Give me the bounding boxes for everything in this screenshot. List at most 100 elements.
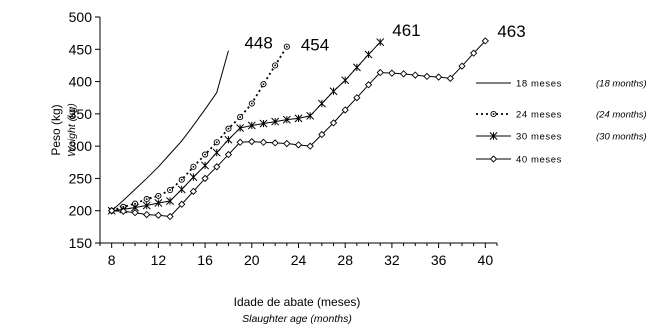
y-tick-label: 250 (69, 170, 93, 186)
data-point (259, 119, 268, 128)
series-18-meses (111, 50, 229, 212)
data-point-dot (274, 64, 277, 67)
data-point (306, 111, 315, 120)
data-point (341, 76, 350, 85)
x-tick-label: 12 (151, 252, 167, 268)
data-point (318, 130, 326, 139)
data-point (481, 37, 489, 45)
x-tick-label: 28 (337, 252, 353, 268)
legend-marker (489, 155, 498, 163)
data-point (352, 63, 361, 72)
legend-marker (489, 132, 498, 140)
y-axis-title: Peso (kg) (49, 104, 63, 155)
y-tick-label: 150 (69, 235, 93, 251)
legend-marker-dot (492, 113, 495, 115)
data-point (376, 38, 385, 47)
end-value-label: 448 (244, 34, 272, 53)
data-point-dot (180, 178, 183, 181)
data-point (189, 173, 198, 182)
data-point (201, 161, 210, 170)
data-point (236, 124, 245, 133)
x-tick-label: 36 (431, 252, 447, 268)
data-point (353, 94, 361, 102)
data-point (224, 150, 233, 159)
legend-label: 18 meses (516, 79, 562, 90)
data-point (189, 187, 198, 195)
y-tick-label: 450 (69, 41, 93, 57)
x-axis-title-translation: Slaughter age (months) (242, 313, 352, 325)
data-point (341, 106, 349, 114)
data-point-dot (215, 141, 218, 144)
data-point (470, 49, 478, 57)
data-point-dot (157, 194, 160, 197)
legend-label: 40 meses (516, 155, 562, 166)
end-value-label: 463 (497, 22, 525, 41)
data-point (458, 62, 466, 70)
data-point (154, 211, 163, 219)
y-axis-title-translation: Weight (kg) (66, 103, 78, 157)
legend-entry-24-meses: 24 meses (24 months) (476, 110, 647, 121)
data-point-dot (285, 45, 288, 48)
data-point (166, 197, 175, 205)
legend-label: 24 meses (516, 110, 562, 121)
data-point (166, 212, 174, 221)
data-point (271, 139, 279, 147)
data-point (213, 163, 221, 171)
y-tick-label: 400 (69, 74, 93, 90)
series-24-meses (108, 43, 290, 214)
series-30-meses (107, 38, 385, 215)
data-point (178, 200, 186, 208)
data-point (271, 117, 280, 126)
data-point (142, 201, 151, 210)
data-point-dot (227, 127, 230, 130)
y-tick-label: 300 (69, 138, 93, 154)
data-point (282, 115, 291, 124)
data-point (423, 72, 431, 81)
data-point (364, 81, 373, 89)
legend-label-translation: (30 months) (596, 132, 647, 143)
data-point (329, 87, 338, 96)
data-point-dot (250, 102, 253, 105)
x-tick-label: 8 (108, 252, 116, 268)
data-point (364, 50, 373, 59)
y-tick-label: 350 (69, 106, 93, 122)
x-tick-label: 40 (478, 252, 494, 268)
series-layer (107, 37, 489, 221)
data-point (399, 70, 408, 78)
data-point-dot (169, 189, 171, 191)
data-point-dot (145, 198, 148, 200)
data-point (131, 209, 139, 217)
data-point (212, 148, 221, 157)
data-point (317, 99, 326, 108)
legend-entry-40-meses: 40 meses (476, 155, 562, 166)
data-point-dot (239, 116, 242, 118)
data-point (283, 139, 291, 148)
x-tick-label: 32 (384, 252, 400, 268)
x-tick-label: 16 (197, 252, 213, 268)
x-tick-label: 20 (244, 252, 260, 268)
data-point (201, 174, 209, 183)
data-point (143, 210, 151, 219)
data-point (294, 114, 303, 123)
legend-entry-30-meses: 30 meses (30 months) (476, 132, 647, 143)
y-tick-label: 500 (69, 9, 93, 25)
data-point (259, 138, 268, 146)
data-point (236, 138, 244, 146)
legend: 18 meses (18 months) 24 meses (24 months) 30… (476, 79, 647, 166)
data-point (376, 68, 384, 77)
data-point (388, 69, 396, 77)
data-point (306, 142, 314, 150)
data-point (154, 199, 163, 207)
legend-label-translation: (18 months) (596, 79, 647, 90)
labels-layer: 448 454 461 463 (244, 21, 525, 55)
series-line-18-meses (111, 50, 229, 212)
end-value-label: 454 (301, 36, 329, 55)
series-line-24-meses (111, 46, 288, 212)
data-point (248, 137, 256, 146)
data-point-dot (262, 83, 265, 86)
end-value-label: 461 (392, 21, 420, 40)
data-point (446, 74, 454, 82)
data-point (434, 73, 443, 81)
data-point (329, 119, 338, 127)
data-point (108, 207, 116, 215)
